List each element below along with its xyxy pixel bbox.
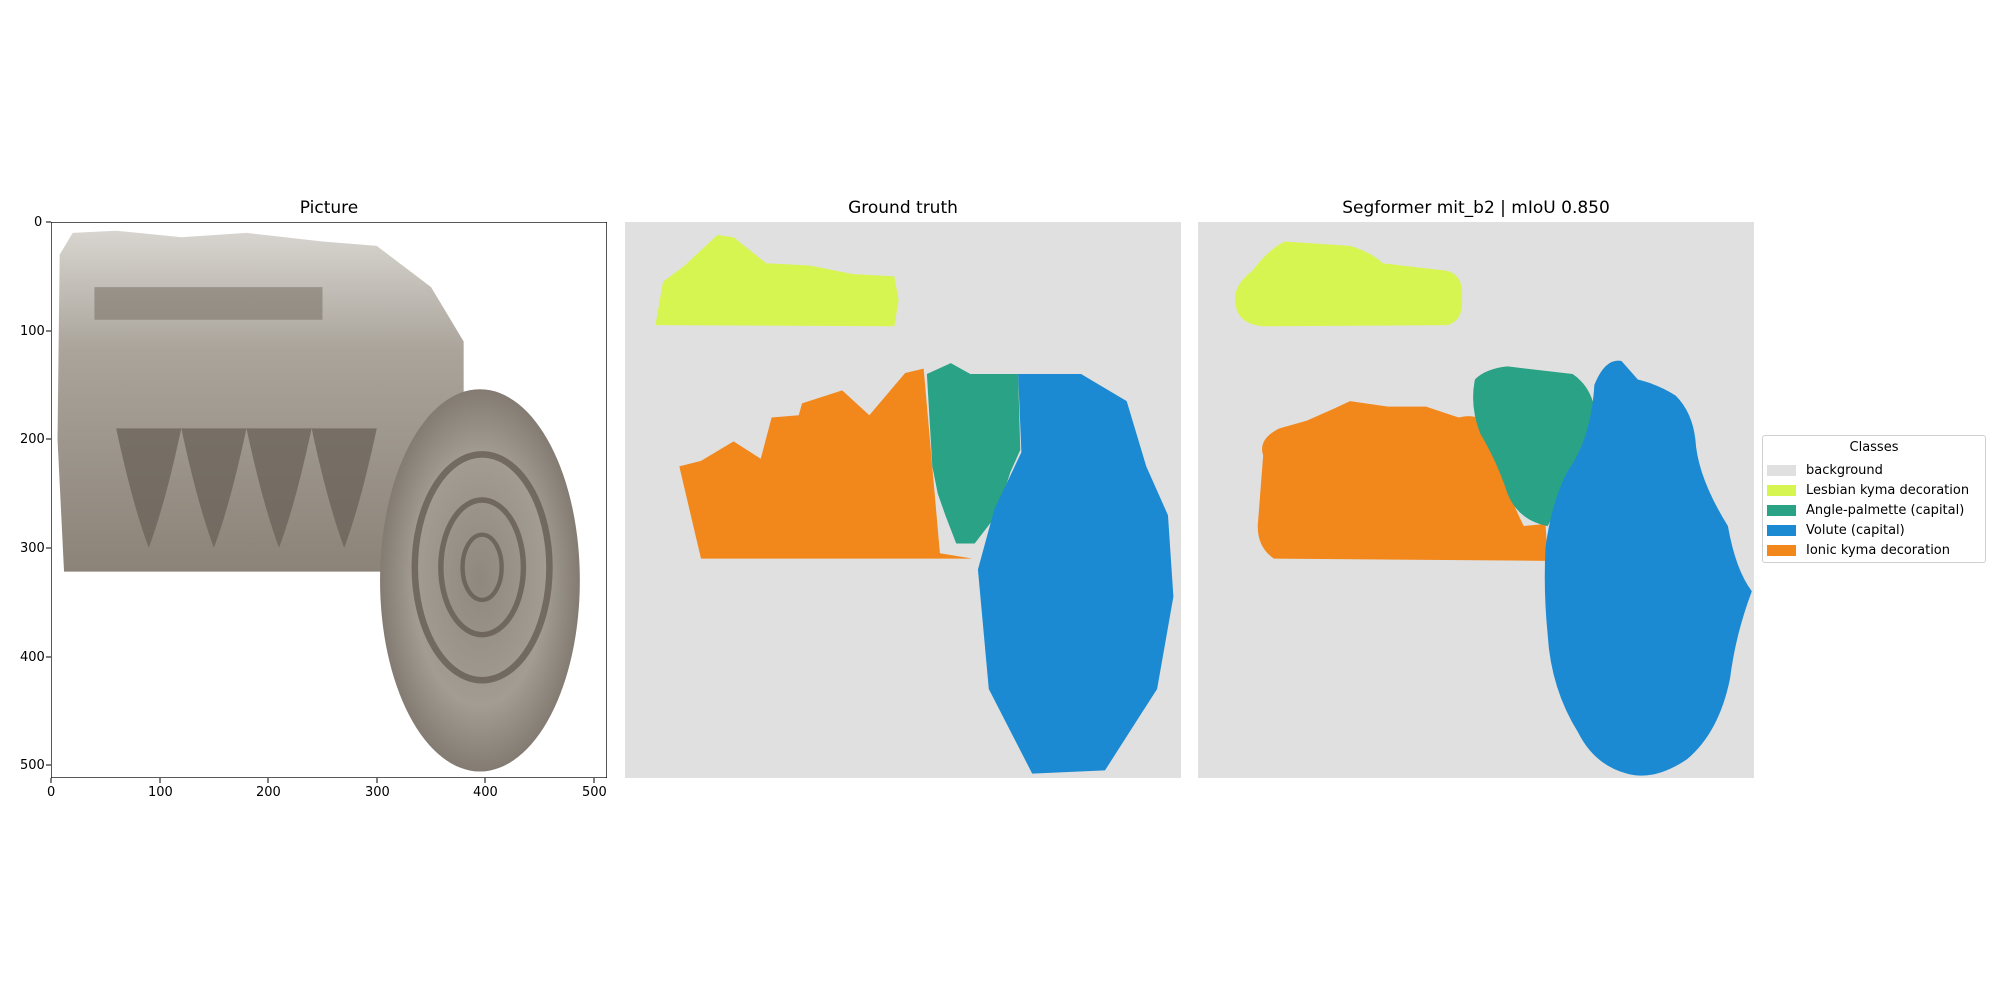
x-tick-100: 100: [148, 785, 173, 800]
stone-egg-pattern: [116, 428, 377, 548]
x-tick-500: 500: [582, 785, 607, 800]
x-tick-300: 300: [365, 785, 390, 800]
prediction-panel: [1198, 222, 1754, 778]
legend-title: Classes: [1849, 440, 1899, 455]
picture-title: Picture: [299, 198, 359, 218]
gt-ionic-kyma: [679, 368, 973, 559]
legend-label-angle-palmette: Angle-palmette (capital): [1806, 503, 1965, 518]
y-tick-0: 0: [34, 215, 43, 230]
y-tick-200: 200: [20, 432, 45, 447]
ground-truth-title: Ground truth: [848, 198, 958, 218]
x-tick-0: 0: [47, 785, 56, 800]
picture-panel: [51, 222, 607, 778]
picture-tick-marks: [46, 221, 595, 783]
x-tick-400: 400: [473, 785, 498, 800]
gt-volute: [977, 374, 1174, 774]
y-tick-500: 500: [20, 758, 45, 773]
prediction-title: Segformer mit_b2 | mIoU 0.850: [1342, 198, 1610, 218]
gt-angle-palmette: [926, 363, 1021, 544]
legend-label-ionic-kyma: Ionic kyma decoration: [1806, 543, 1951, 558]
legend-swatch-angle-palmette: [1767, 505, 1796, 516]
gt-lesbian-kyma: [655, 235, 899, 327]
legend-label-background: background: [1806, 463, 1883, 478]
x-tick-200: 200: [256, 785, 281, 800]
ground-truth-panel: [625, 222, 1181, 778]
y-tick-100: 100: [20, 324, 45, 339]
legend-swatch-lesbian-kyma: [1767, 485, 1796, 496]
pred-ionic-kyma: [1257, 401, 1548, 561]
volute-ring-3: [460, 532, 504, 603]
pred-volute: [1544, 360, 1752, 776]
y-tick-400: 400: [20, 650, 45, 665]
y-tick-300: 300: [20, 541, 45, 556]
legend-swatch-background: [1767, 465, 1796, 476]
legend-swatch-volute: [1767, 525, 1796, 536]
volute-ring-1: [411, 451, 553, 684]
volute-ring-2: [438, 497, 527, 638]
legend: Classes background Lesbian kyma decorati…: [1762, 435, 1986, 563]
legend-label-lesbian-kyma: Lesbian kyma decoration: [1806, 483, 1970, 498]
stone-dentils: [94, 287, 323, 320]
pred-lesbian-kyma: [1234, 241, 1463, 327]
legend-swatch-ionic-kyma: [1767, 545, 1796, 556]
legend-label-volute: Volute (capital): [1806, 523, 1905, 538]
